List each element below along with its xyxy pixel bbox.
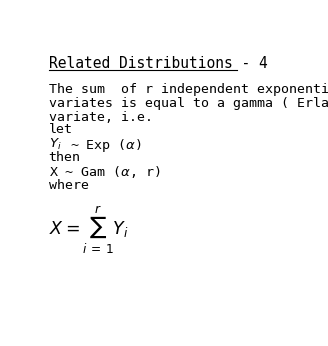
Text: where: where (49, 179, 89, 192)
Text: then: then (49, 151, 81, 164)
Text: The sum  of r independent exponential distributed: The sum of r independent exponential dis… (49, 83, 328, 96)
Text: variates is equal to a gamma ( Erlang ) distributed: variates is equal to a gamma ( Erlang ) … (49, 97, 328, 110)
Text: Related Distributions - 4: Related Distributions - 4 (49, 56, 267, 71)
Text: let: let (49, 123, 72, 136)
Text: $X = \sum_{i\,=\,1}^{r} Y_i$: $X = \sum_{i\,=\,1}^{r} Y_i$ (49, 206, 129, 256)
Text: variate, i.e.: variate, i.e. (49, 111, 153, 124)
Text: X ~ Gam ($\alpha$, r): X ~ Gam ($\alpha$, r) (49, 164, 160, 180)
Text: $Y_i$: $Y_i$ (49, 137, 61, 152)
Text: ~ Exp ($\alpha$): ~ Exp ($\alpha$) (70, 137, 142, 154)
